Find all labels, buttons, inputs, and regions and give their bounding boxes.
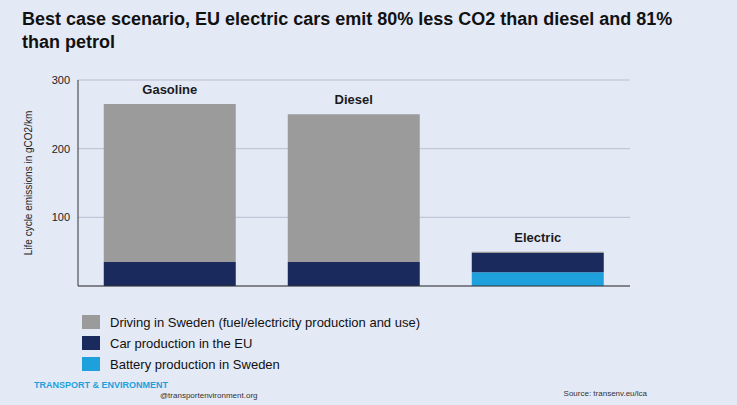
svg-text:Gasoline: Gasoline [142,82,197,97]
svg-text:100: 100 [52,211,70,223]
html-text:Car production in the EU: Car production in the EU [110,335,253,351]
html-text:Best case scenario, EU electri: Best case scenario, EU electric cars emi… [22,9,673,52]
html-text:@transportenvironment.org: @transportenvironment.org [160,391,258,400]
svg-text:300: 300 [52,74,70,86]
html-text:Driving in Sweden (fuel/electr: Driving in Sweden (fuel/electricity prod… [110,314,420,330]
svg-text:Diesel: Diesel [335,92,373,107]
html-text:TRANSPORT & ENVIRONMENT: TRANSPORT & ENVIRONMENT [34,380,168,390]
html-text:Source: transenv.eu/lca: Source: transenv.eu/lca [563,389,647,398]
svg-text:200: 200 [52,143,70,155]
svg-text:Electric: Electric [514,230,561,245]
html-text:Battery production in Sweden: Battery production in Sweden [110,356,280,372]
svg-text:Life cycle emissions in gCO2/k: Life cycle emissions in gCO2/km [23,111,34,256]
